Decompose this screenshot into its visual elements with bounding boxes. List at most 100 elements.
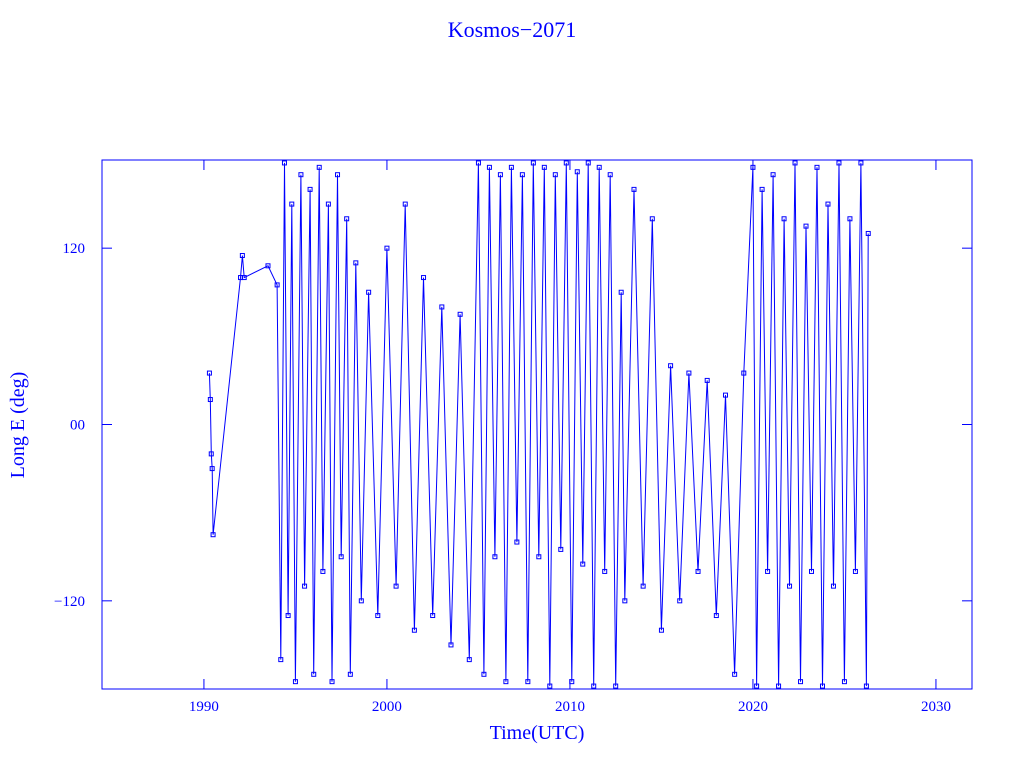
data-line bbox=[208, 162, 869, 687]
data-point bbox=[375, 613, 381, 619]
y-tick-label: −120 bbox=[54, 594, 85, 610]
data-point bbox=[558, 546, 564, 552]
data-point bbox=[825, 201, 831, 207]
data-point bbox=[241, 275, 247, 281]
data-point bbox=[421, 275, 427, 281]
data-point bbox=[475, 160, 481, 166]
data-point bbox=[547, 683, 553, 689]
data-point bbox=[209, 466, 215, 472]
data-point bbox=[841, 679, 847, 685]
data-point bbox=[274, 282, 280, 288]
data-point bbox=[366, 289, 372, 295]
data-point bbox=[649, 216, 655, 222]
data-point bbox=[358, 598, 364, 604]
data-point bbox=[281, 160, 287, 166]
data-point bbox=[770, 172, 776, 178]
data-point bbox=[508, 164, 514, 170]
data-point bbox=[206, 370, 212, 376]
data-point bbox=[741, 370, 747, 376]
x-tick-label: 1990 bbox=[189, 699, 219, 715]
data-point bbox=[803, 223, 809, 229]
chart-title: Kosmos−2071 bbox=[448, 17, 577, 42]
data-point bbox=[530, 160, 536, 166]
data-point bbox=[353, 260, 359, 266]
data-point bbox=[580, 561, 586, 567]
data-point bbox=[759, 186, 765, 192]
data-point bbox=[384, 245, 390, 251]
data-point bbox=[618, 289, 624, 295]
data-point bbox=[448, 642, 454, 648]
data-point bbox=[210, 532, 216, 538]
data-point bbox=[207, 397, 213, 403]
data-point bbox=[457, 311, 463, 317]
data-point bbox=[865, 230, 871, 236]
data-point bbox=[439, 304, 445, 310]
data-point bbox=[602, 568, 608, 574]
data-point bbox=[631, 186, 637, 192]
data-point bbox=[787, 583, 793, 589]
data-point bbox=[596, 164, 602, 170]
data-point bbox=[658, 627, 664, 633]
data-point bbox=[292, 679, 298, 685]
data-point bbox=[765, 568, 771, 574]
data-point bbox=[503, 679, 509, 685]
data-point bbox=[819, 683, 825, 689]
data-point bbox=[536, 554, 542, 560]
data-point bbox=[402, 201, 408, 207]
data-point bbox=[713, 613, 719, 619]
data-point bbox=[622, 598, 628, 604]
data-point bbox=[289, 201, 295, 207]
data-point bbox=[347, 671, 353, 677]
data-point bbox=[320, 568, 326, 574]
data-point bbox=[585, 160, 591, 166]
data-point bbox=[722, 392, 728, 398]
data-point bbox=[847, 216, 853, 222]
data-point bbox=[754, 683, 760, 689]
data-point bbox=[781, 216, 787, 222]
data-point bbox=[285, 613, 291, 619]
data-point bbox=[325, 201, 331, 207]
data-point bbox=[393, 583, 399, 589]
data-point bbox=[830, 583, 836, 589]
data-point bbox=[695, 568, 701, 574]
data-point bbox=[574, 169, 580, 175]
x-tick-label: 2010 bbox=[555, 699, 585, 715]
data-point bbox=[552, 172, 558, 178]
data-point bbox=[316, 164, 322, 170]
data-point bbox=[607, 172, 613, 178]
data-point bbox=[776, 683, 782, 689]
data-point bbox=[519, 172, 525, 178]
data-point bbox=[430, 613, 436, 619]
data-point bbox=[338, 554, 344, 560]
data-point bbox=[525, 679, 531, 685]
data-point bbox=[311, 671, 317, 677]
data-point bbox=[613, 683, 619, 689]
data-point bbox=[686, 370, 692, 376]
data-point bbox=[492, 554, 498, 560]
x-axis-label: Time(UTC) bbox=[490, 722, 585, 744]
data-point bbox=[863, 683, 869, 689]
data-point bbox=[858, 160, 864, 166]
data-point bbox=[329, 679, 335, 685]
data-point bbox=[481, 671, 487, 677]
x-tick-label: 2000 bbox=[372, 699, 402, 715]
data-point bbox=[814, 164, 820, 170]
x-tick-label: 2020 bbox=[738, 699, 768, 715]
data-point bbox=[466, 657, 472, 663]
data-point bbox=[732, 671, 738, 677]
data-point bbox=[704, 377, 710, 383]
data-point bbox=[239, 253, 245, 259]
data-point bbox=[563, 160, 569, 166]
y-tick-label: 00 bbox=[70, 418, 85, 434]
data-point bbox=[411, 627, 417, 633]
data-point bbox=[265, 263, 271, 269]
data-point bbox=[640, 583, 646, 589]
data-point bbox=[335, 172, 341, 178]
data-point bbox=[677, 598, 683, 604]
data-point bbox=[541, 164, 547, 170]
data-point bbox=[809, 568, 815, 574]
data-point bbox=[344, 216, 350, 222]
y-tick-label: 120 bbox=[63, 241, 86, 257]
